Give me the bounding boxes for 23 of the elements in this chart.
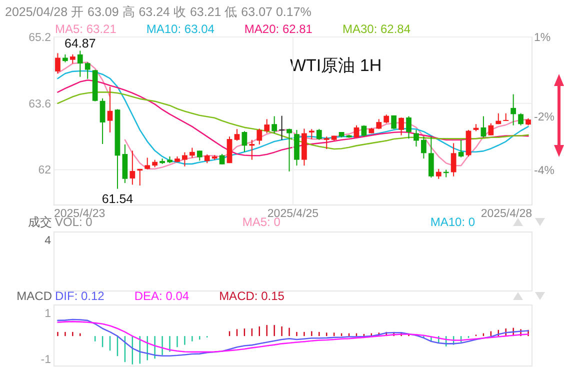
text: MA10: 63.04 xyxy=(146,22,215,36)
text: DEA: 0.04 xyxy=(134,289,190,303)
y2-tick-label: -4% xyxy=(534,164,554,177)
annotation: 64.87 xyxy=(64,36,96,51)
y-tick-label: 63.6 xyxy=(28,98,51,110)
y-tick-label: -1 xyxy=(40,354,51,366)
text: 2025/04/28 开 63.09 高 63.24 收 63.21 低 63.07 0.17% xyxy=(5,4,312,19)
y-tick-label: 1 xyxy=(44,308,51,320)
text: 4 xyxy=(44,235,52,247)
y2-tick-label: -2% xyxy=(534,112,554,124)
text: MA20: 62.81 xyxy=(244,22,313,36)
text: MA5: 63.21 xyxy=(55,22,117,36)
series-label: MACD: 0.15 xyxy=(219,289,285,303)
text: 成交 xyxy=(28,215,52,229)
series-label: DIF: 0.12 xyxy=(55,289,105,303)
y-tick-label: 65.2 xyxy=(28,32,51,44)
text: 2025/4/28 xyxy=(480,208,532,220)
y2-tick-label: 1% xyxy=(534,32,551,44)
chart-title: MACD xyxy=(16,289,52,303)
annotation: 61.54 xyxy=(102,192,134,206)
text: MA30: 62.84 xyxy=(342,22,411,36)
text: MA10: 0 xyxy=(430,215,476,229)
y-tick-label: 62 xyxy=(38,164,51,177)
